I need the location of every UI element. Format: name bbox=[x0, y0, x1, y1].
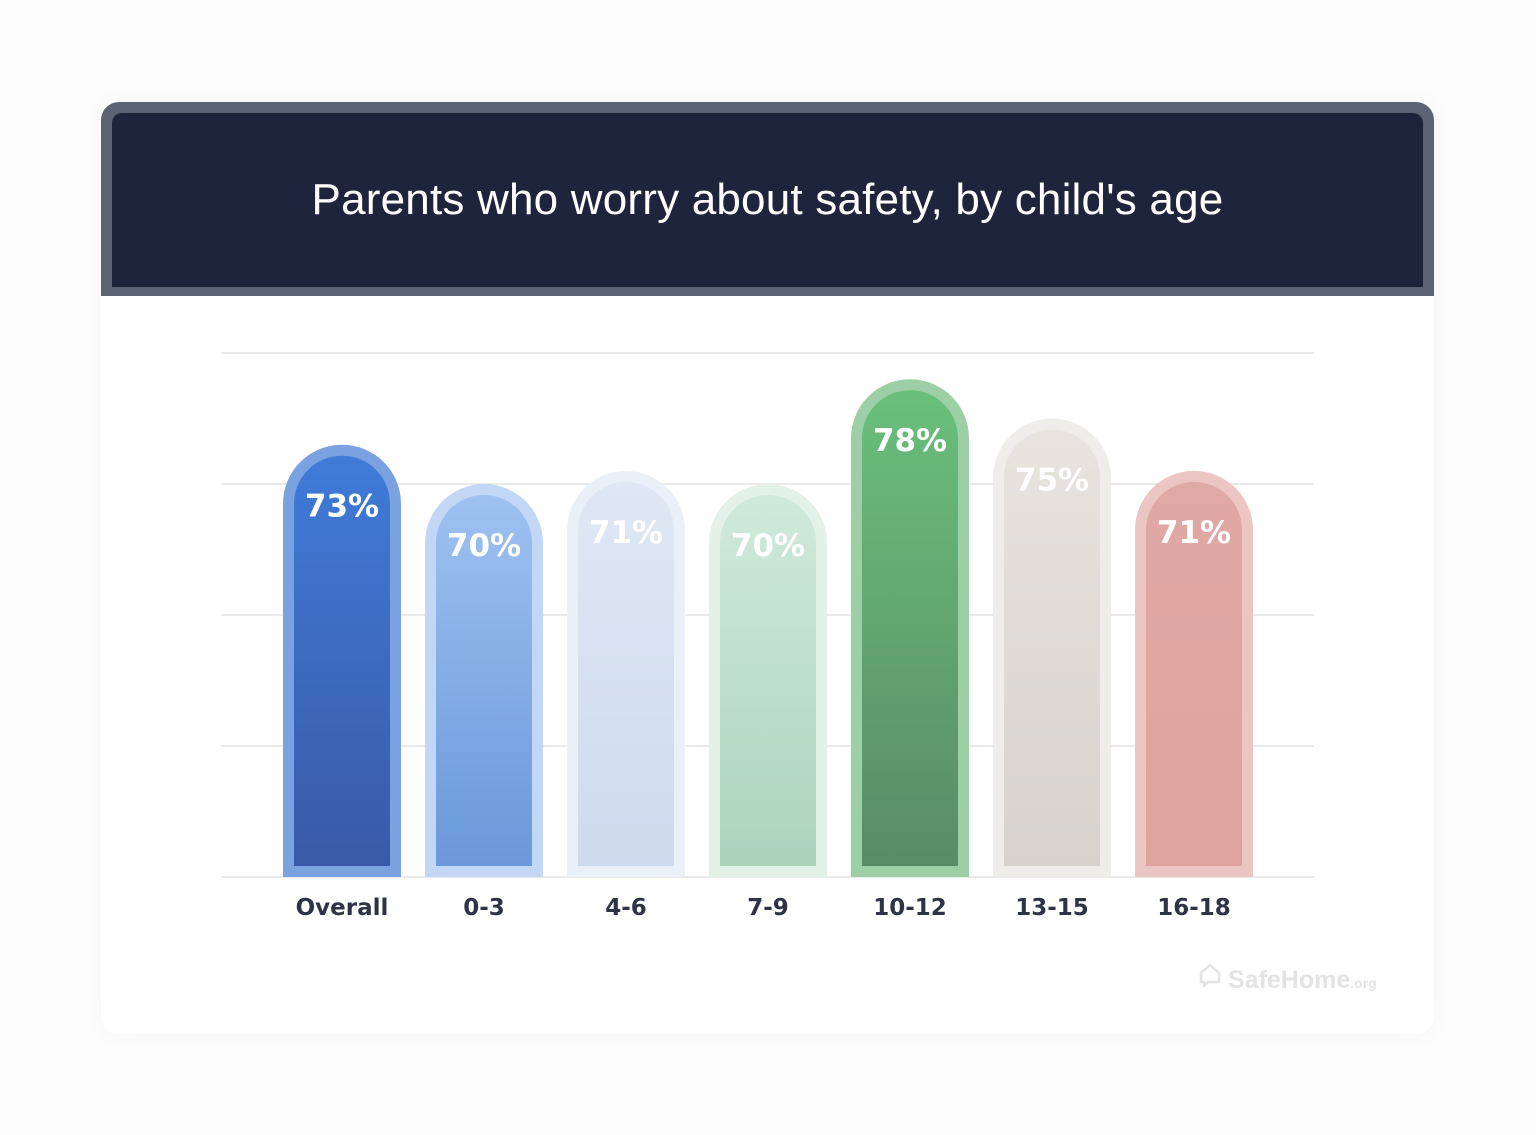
bar-0-3 bbox=[436, 495, 532, 866]
chart-title: Parents who worry about safety, by child… bbox=[311, 175, 1224, 224]
x-tick-label: 16-18 bbox=[1157, 895, 1231, 921]
x-tick-label: 10-12 bbox=[873, 895, 947, 921]
bar-16-18 bbox=[1146, 481, 1242, 866]
safehome-logo: SafeHome .org bbox=[1198, 962, 1377, 995]
logo-text: SafeHome bbox=[1228, 966, 1351, 994]
data-label: 73% bbox=[305, 489, 379, 525]
data-label: 71% bbox=[1157, 515, 1231, 551]
x-tick-label: 7-9 bbox=[747, 895, 789, 921]
chart-header: Parents who worry about safety, by child… bbox=[101, 102, 1434, 296]
x-tick-label: 13-15 bbox=[1015, 895, 1089, 921]
bar-10-12 bbox=[862, 390, 958, 866]
data-label: 78% bbox=[873, 423, 947, 459]
data-label: 70% bbox=[447, 528, 521, 564]
chart-header-inner: Parents who worry about safety, by child… bbox=[112, 113, 1423, 287]
x-tick-label: 4-6 bbox=[605, 895, 647, 921]
bar-13-15 bbox=[1004, 429, 1100, 866]
logo-tld: .org bbox=[1350, 975, 1377, 991]
bar-Overall bbox=[294, 455, 390, 866]
x-tick-label: Overall bbox=[296, 895, 389, 921]
bar-4-6 bbox=[578, 481, 674, 866]
data-label: 75% bbox=[1015, 463, 1089, 499]
bar-7-9 bbox=[720, 495, 816, 866]
x-tick-label: 0-3 bbox=[463, 895, 505, 921]
data-label: 71% bbox=[589, 515, 663, 551]
house-icon bbox=[1199, 963, 1221, 988]
data-label: 70% bbox=[731, 528, 805, 564]
